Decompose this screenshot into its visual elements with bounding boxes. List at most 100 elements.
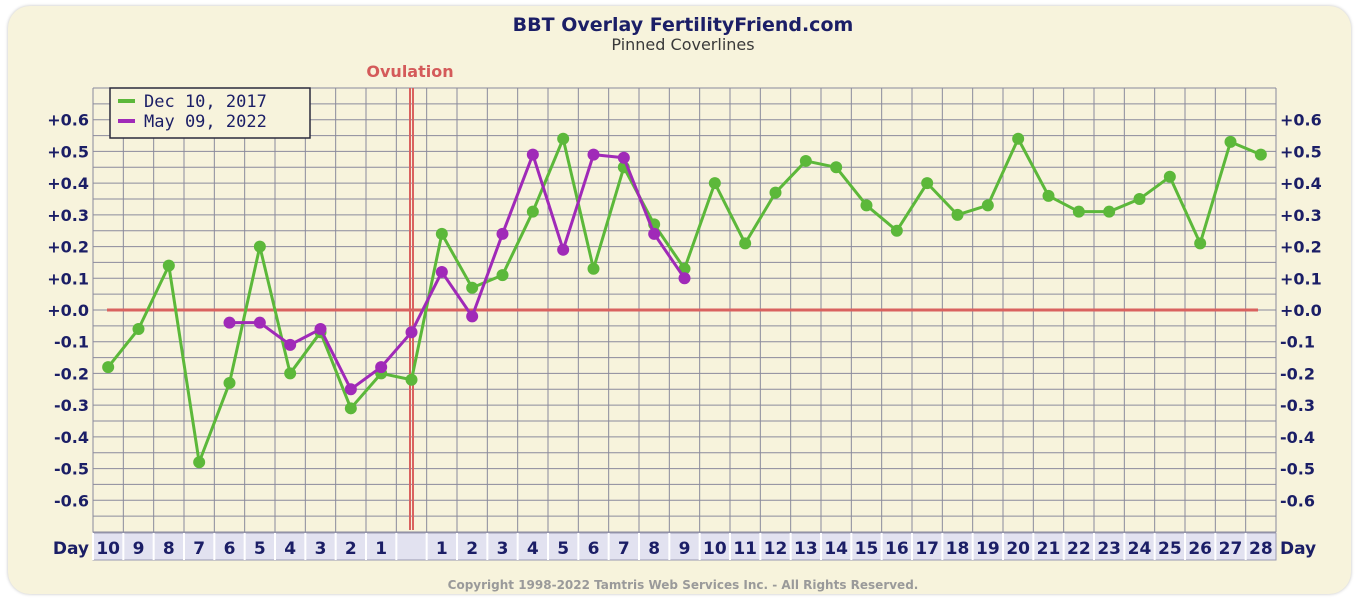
data-point-may-09-2022	[284, 338, 297, 351]
data-point-may-09-2022	[557, 243, 570, 256]
x-tick: 16	[885, 539, 909, 559]
data-point-dec-10-2017	[1042, 189, 1055, 202]
y-tick-right: +0.1	[1280, 269, 1322, 288]
data-point-dec-10-2017	[890, 224, 903, 237]
data-point-may-09-2022	[375, 361, 388, 374]
x-tick: 10	[703, 539, 727, 559]
legend-label-dec-2017: Dec 10, 2017	[144, 92, 267, 112]
data-point-may-09-2022	[617, 151, 630, 164]
data-point-dec-10-2017	[405, 373, 418, 386]
y-tick-left: +0.2	[47, 238, 89, 257]
y-tick-left: +0.0	[47, 301, 89, 320]
x-tick: 5	[557, 539, 569, 559]
y-tick-left: -0.5	[54, 460, 89, 479]
data-point-dec-10-2017	[496, 269, 509, 282]
x-tick: 3	[497, 539, 509, 559]
x-tick: 4	[284, 539, 296, 559]
y-tick-left: -0.2	[54, 364, 89, 383]
x-tick: 21	[1037, 539, 1061, 559]
data-point-may-09-2022	[648, 227, 661, 240]
data-point-dec-10-2017	[799, 154, 812, 167]
x-tick: 27	[1219, 539, 1243, 559]
data-point-dec-10-2017	[1103, 205, 1116, 218]
x-tick: 19	[976, 539, 1000, 559]
data-point-dec-10-2017	[466, 281, 479, 294]
x-tick: 8	[648, 539, 660, 559]
data-point-dec-10-2017	[223, 376, 236, 389]
y-tick-left: +0.3	[47, 206, 89, 225]
y-tick-left: -0.1	[54, 333, 89, 352]
x-tick: 5	[254, 539, 266, 559]
data-point-dec-10-2017	[921, 177, 934, 190]
data-point-dec-10-2017	[253, 240, 266, 253]
data-point-dec-10-2017	[102, 361, 115, 374]
x-tick: 3	[315, 539, 327, 559]
data-point-dec-10-2017	[1224, 135, 1237, 148]
data-point-dec-10-2017	[344, 402, 357, 415]
x-tick: 2	[345, 539, 357, 559]
y-tick-left: +0.4	[47, 174, 89, 193]
data-point-dec-10-2017	[1194, 237, 1207, 250]
data-point-may-09-2022	[314, 323, 327, 336]
x-tick: 18	[946, 539, 970, 559]
y-tick-right: +0.2	[1280, 238, 1322, 257]
data-point-dec-10-2017	[1072, 205, 1085, 218]
x-tick: 28	[1249, 539, 1273, 559]
chart-subtitle: Pinned Coverlines	[611, 35, 754, 54]
series-lines	[102, 88, 1267, 530]
x-tick: 22	[1067, 539, 1091, 559]
y-tick-right: +0.3	[1280, 206, 1322, 225]
x-tick: 11	[733, 539, 757, 559]
y-tick-right: -0.5	[1280, 460, 1315, 479]
data-point-dec-10-2017	[708, 177, 721, 190]
x-tick: 24	[1128, 539, 1152, 559]
x-axis-band	[92, 532, 1277, 561]
data-point-dec-10-2017	[769, 186, 782, 199]
data-point-may-09-2022	[435, 265, 448, 278]
y-tick-right: +0.0	[1280, 301, 1322, 320]
data-point-dec-10-2017	[193, 456, 206, 469]
data-point-dec-10-2017	[1133, 193, 1146, 205]
copyright-text: Copyright 1998-2022 Tamtris Web Services…	[448, 578, 919, 592]
data-point-may-09-2022	[496, 227, 509, 240]
x-tick: 17	[915, 539, 939, 559]
data-point-dec-10-2017	[1254, 148, 1267, 161]
x-tick: 20	[1006, 539, 1030, 559]
y-tick-right: -0.4	[1280, 428, 1315, 447]
data-point-dec-10-2017	[1163, 170, 1176, 183]
x-tick: 26	[1188, 539, 1212, 559]
y-tick-right: -0.3	[1280, 396, 1315, 415]
y-tick-right: -0.6	[1280, 491, 1315, 510]
x-tick: 13	[794, 539, 818, 559]
x-tick: 8	[163, 539, 175, 559]
x-tick: 1	[375, 539, 387, 559]
chart-title: BBT Overlay FertilityFriend.com	[513, 14, 854, 36]
data-point-may-09-2022	[526, 148, 539, 161]
x-axis-label-left: Day	[53, 539, 89, 559]
x-tick: 6	[588, 539, 600, 559]
x-tick: 2	[466, 539, 478, 559]
data-point-dec-10-2017	[860, 199, 873, 212]
data-point-dec-10-2017	[526, 205, 539, 218]
y-tick-left: +0.6	[47, 111, 89, 130]
x-tick: 1	[436, 539, 448, 559]
x-axis-label-right: Day	[1280, 539, 1316, 559]
data-point-may-09-2022	[587, 148, 600, 161]
legend-label-may-2022: May 09, 2022	[144, 112, 267, 132]
y-tick-left: -0.4	[54, 428, 89, 447]
data-point-may-09-2022	[405, 326, 418, 339]
data-point-dec-10-2017	[132, 323, 145, 336]
data-point-dec-10-2017	[739, 237, 752, 250]
legend: Dec 10, 2017 May 09, 2022	[109, 87, 311, 139]
data-point-dec-10-2017	[951, 208, 964, 221]
y-tick-right: +0.6	[1280, 111, 1322, 130]
data-point-dec-10-2017	[162, 259, 175, 272]
data-point-may-09-2022	[678, 272, 691, 285]
data-point-may-09-2022	[466, 310, 479, 323]
data-point-dec-10-2017	[284, 367, 297, 380]
x-tick: 9	[133, 539, 145, 559]
x-tick: 7	[193, 539, 205, 559]
data-point-dec-10-2017	[435, 227, 448, 240]
y-tick-left: +0.5	[47, 142, 89, 161]
